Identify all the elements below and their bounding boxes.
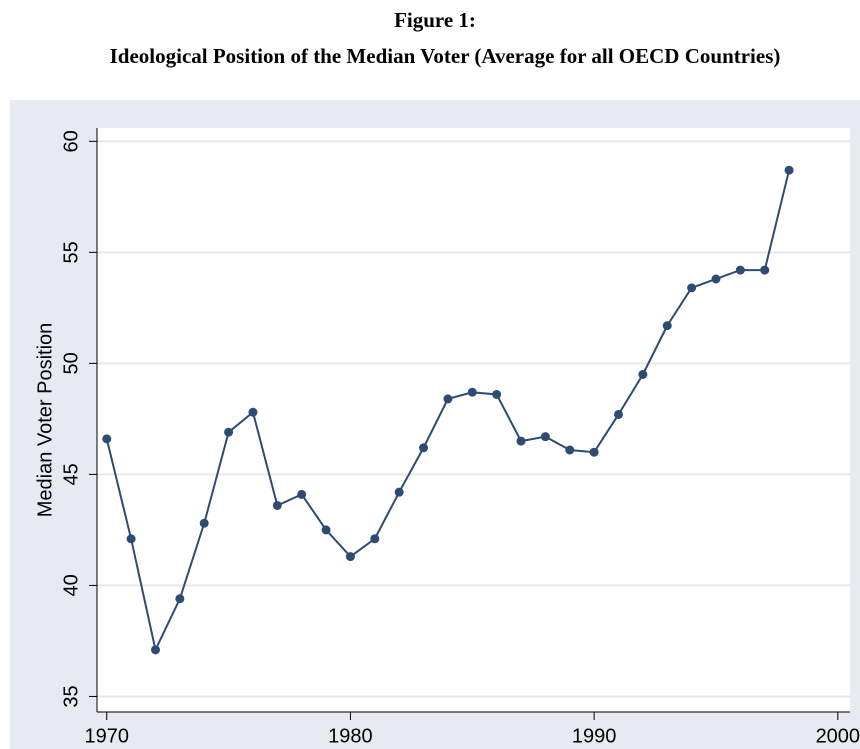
data-point [297,489,307,499]
data-point [638,369,648,379]
data-point [102,434,112,444]
data-point [662,321,672,331]
data-point [150,645,160,655]
data-point [248,407,258,417]
y-tick-label: 55 [60,241,82,263]
data-point [321,525,331,535]
data-point [345,552,355,562]
data-point [687,283,697,293]
data-point [394,487,404,497]
data-point [492,389,502,399]
x-tick-label: 1980 [328,725,373,747]
data-point [224,427,234,437]
data-point [760,265,770,275]
y-tick-label: 45 [60,463,82,485]
data-point [272,500,282,510]
data-point [443,394,453,404]
data-point [784,165,794,175]
data-point [175,594,185,604]
data-point [613,409,623,419]
y-tick-label: 35 [60,685,82,707]
x-tick-label: 1990 [572,725,617,747]
data-point [467,387,477,397]
chart-title: Figure 1: [394,8,476,32]
data-point [540,432,550,442]
data-point [589,447,599,457]
x-tick-label: 2000 [816,725,860,747]
data-point [370,534,380,544]
x-tick-label: 1970 [84,725,129,747]
plot-area [97,128,850,712]
data-point [419,443,429,453]
data-point [199,518,209,528]
data-point [565,445,575,455]
y-tick-label: 50 [60,352,82,374]
chart-subtitle: Ideological Position of the Median Voter… [110,44,781,68]
data-point [711,274,721,284]
y-tick-label: 60 [60,130,82,152]
data-point [516,436,526,446]
data-point [735,265,745,275]
data-point [126,534,136,544]
y-axis-title: Median Voter Position [34,323,56,518]
y-tick-label: 40 [60,574,82,596]
